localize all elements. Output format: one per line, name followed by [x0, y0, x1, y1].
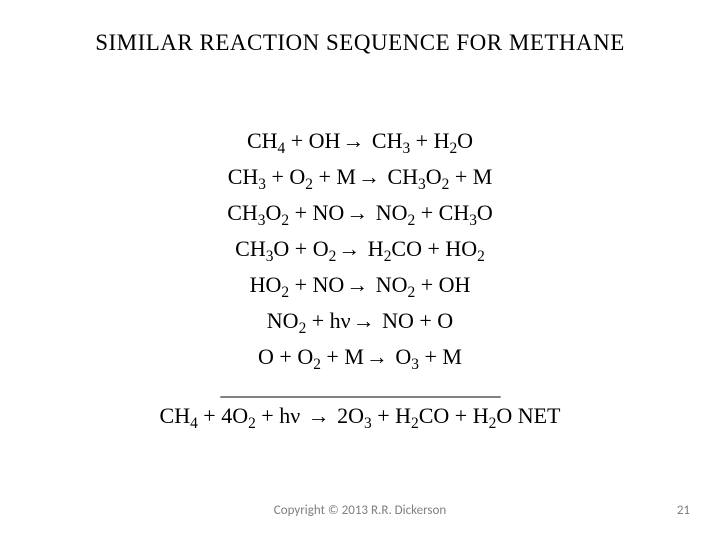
equation-line: CH3O2 + NO→ NO2 + CH3O: [40, 198, 680, 232]
divider-line: _______________________________: [40, 378, 680, 401]
equation-line: NO2 + hν→ NO + O: [40, 306, 680, 340]
slide-container: SIMILAR REACTION SEQUENCE FOR METHANE CH…: [0, 0, 720, 540]
equation-line: CH3 + O2 + M→ CH3O2 + M: [40, 162, 680, 196]
equation-line: HO2 + NO→ NO2 + OH: [40, 270, 680, 304]
equation-block: CH4 + OH→ CH3 + H2OCH3 + O2 + M→ CH3O2 +…: [40, 126, 680, 376]
equation-line: O + O2 + M→ O3 + M: [40, 342, 680, 376]
equation-line: CH4 + OH→ CH3 + H2O: [40, 126, 680, 160]
equation-line: CH3O + O2→ H2CO + HO2: [40, 234, 680, 268]
copyright-text: Copyright © 2013 R.R. Dickerson: [0, 503, 720, 518]
net-equation: CH4 + 4O2 + hν → 2O3 + H2CO + H2O NET: [40, 403, 680, 433]
page-number: 21: [677, 503, 690, 518]
page-title: SIMILAR REACTION SEQUENCE FOR METHANE: [40, 30, 680, 56]
